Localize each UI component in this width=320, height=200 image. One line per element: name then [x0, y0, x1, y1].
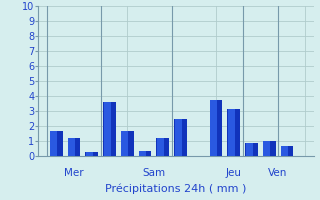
Bar — [103, 102, 116, 156]
Text: Jeu: Jeu — [226, 168, 242, 178]
Bar — [228, 109, 235, 156]
Text: Ven: Ven — [268, 168, 288, 178]
Bar — [174, 119, 187, 156]
Bar — [50, 130, 62, 156]
Bar — [245, 142, 258, 156]
Bar — [227, 109, 240, 156]
Bar — [210, 100, 222, 156]
Bar — [281, 146, 293, 156]
Bar — [139, 151, 146, 156]
Bar — [104, 102, 111, 156]
Text: Sam: Sam — [142, 168, 165, 178]
Bar — [281, 146, 288, 156]
Bar — [156, 138, 169, 156]
Bar — [210, 100, 217, 156]
Bar — [86, 152, 93, 156]
Bar — [50, 130, 57, 156]
Bar — [263, 141, 276, 156]
Bar — [157, 138, 164, 156]
Bar — [68, 138, 75, 156]
Text: Mer: Mer — [64, 168, 84, 178]
Bar — [263, 141, 270, 156]
Bar — [68, 138, 80, 156]
Bar — [175, 119, 182, 156]
Bar — [246, 142, 253, 156]
Bar — [139, 151, 151, 156]
Bar — [85, 152, 98, 156]
Bar — [121, 130, 128, 156]
Bar — [121, 130, 133, 156]
Text: Précipitations 24h ( mm ): Précipitations 24h ( mm ) — [105, 183, 247, 194]
